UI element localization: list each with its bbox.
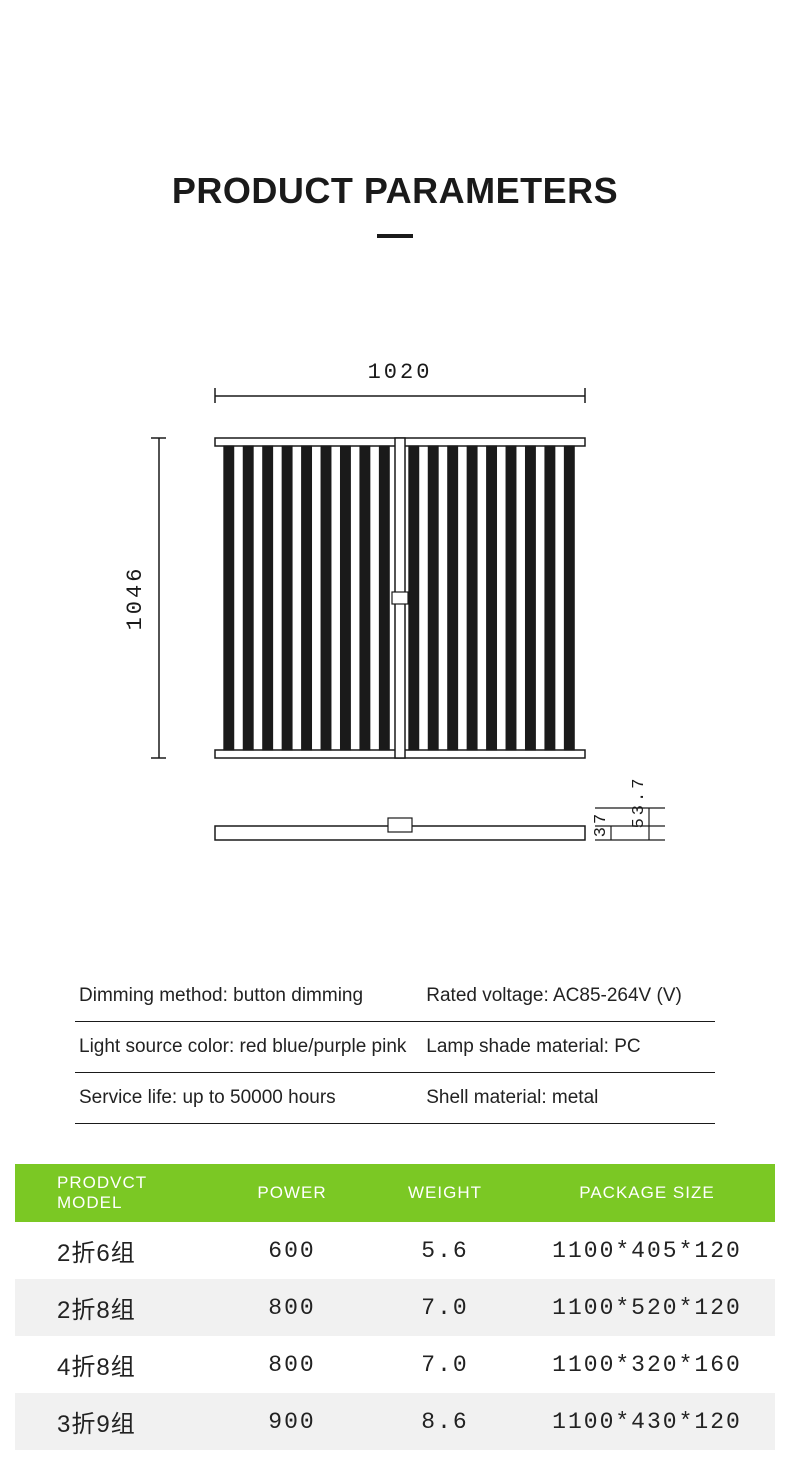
cell-power: 900	[213, 1409, 371, 1435]
cell-package: 1100*430*120	[519, 1409, 775, 1435]
th-weight: WEIGHT	[371, 1183, 519, 1203]
page-title: PRODUCT PARAMETERS	[0, 0, 790, 212]
spec-row: Service life: up to 50000 hours Shell ma…	[75, 1073, 715, 1124]
spec-item: Service life: up to 50000 hours	[79, 1087, 426, 1109]
table-row: 2折8组8007.01100*520*120	[15, 1279, 775, 1336]
product-table: PRODVCTMODEL POWER WEIGHT PACKAGE SIZE 2…	[15, 1164, 775, 1450]
table-header: PRODVCTMODEL POWER WEIGHT PACKAGE SIZE	[15, 1164, 775, 1222]
cell-weight: 7.0	[371, 1352, 519, 1378]
spec-item: Shell material: metal	[426, 1087, 711, 1109]
th-package: PACKAGE SIZE	[519, 1183, 775, 1203]
table-row: 2折6组6005.61100*405*120	[15, 1222, 775, 1279]
cell-model: 3折9组	[15, 1404, 213, 1439]
svg-text:1046: 1046	[123, 566, 148, 631]
cell-model: 2折8组	[15, 1290, 213, 1325]
spec-item: Dimming method: button dimming	[79, 985, 426, 1007]
spec-item: Lamp shade material: PC	[426, 1036, 711, 1058]
svg-text:53.7: 53.7	[630, 776, 649, 829]
th-model: PRODVCTMODEL	[15, 1173, 213, 1212]
spec-item: Light source color: red blue/purple pink	[79, 1036, 426, 1058]
svg-text:1020: 1020	[368, 360, 433, 385]
title-underline	[377, 234, 413, 238]
cell-package: 1100*520*120	[519, 1295, 775, 1321]
cell-model: 2折6组	[15, 1233, 213, 1268]
th-power: POWER	[213, 1183, 371, 1203]
cell-weight: 5.6	[371, 1238, 519, 1264]
technical-diagram: 1020 1046 53.7 37	[85, 348, 705, 893]
specs-list: Dimming method: button dimming Rated vol…	[75, 971, 715, 1124]
table-row: 3折9组9008.61100*430*120	[15, 1393, 775, 1450]
spec-row: Light source color: red blue/purple pink…	[75, 1022, 715, 1073]
spec-row: Dimming method: button dimming Rated vol…	[75, 971, 715, 1022]
table-body: 2折6组6005.61100*405*1202折8组8007.01100*520…	[15, 1222, 775, 1450]
svg-text:37: 37	[592, 811, 611, 837]
table-row: 4折8组8007.01100*320*160	[15, 1336, 775, 1393]
cell-power: 800	[213, 1352, 371, 1378]
cell-power: 600	[213, 1238, 371, 1264]
spec-item: Rated voltage: AC85-264V (V)	[426, 985, 711, 1007]
cell-weight: 7.0	[371, 1295, 519, 1321]
cell-model: 4折8组	[15, 1347, 213, 1382]
cell-power: 800	[213, 1295, 371, 1321]
cell-package: 1100*405*120	[519, 1238, 775, 1264]
cell-package: 1100*320*160	[519, 1352, 775, 1378]
cell-weight: 8.6	[371, 1409, 519, 1435]
